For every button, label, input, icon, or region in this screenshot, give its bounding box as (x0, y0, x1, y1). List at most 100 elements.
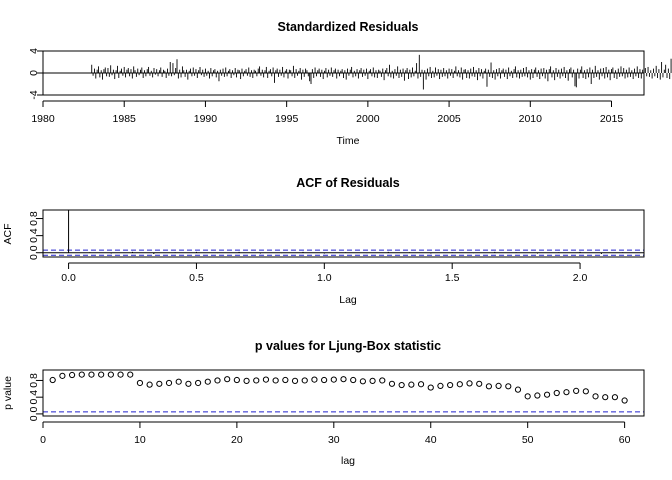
p-value-point (476, 380, 483, 387)
residual-bars (43, 54, 672, 90)
p-value-point (466, 380, 473, 387)
p-value-point (330, 376, 337, 383)
y-tick-label: 0.4 (28, 228, 40, 243)
p-value-point (447, 381, 454, 389)
p-value-point (136, 379, 144, 387)
p-value-point (204, 378, 211, 385)
p-value-point (408, 381, 415, 388)
ljung-box-y-label: p value (2, 376, 14, 410)
p-value-point (214, 377, 221, 384)
p-value-point (253, 377, 260, 384)
y-tick-label: 0.8 (28, 373, 40, 388)
p-value-point (88, 371, 95, 378)
p-value-point (175, 378, 182, 385)
p-value-point (582, 388, 589, 395)
p-value-point (563, 389, 570, 396)
y-tick-label: -4 (28, 90, 40, 99)
y-tick-label: 0.0 (28, 245, 40, 260)
p-value-point (321, 376, 328, 384)
x-tick-label: 20 (231, 434, 243, 446)
p-value-point (156, 380, 163, 387)
p-value-point (369, 377, 376, 384)
residuals-panel: Standardized Residuals 1980 1985 1990 1995 2… (28, 20, 672, 147)
x-tick-label: 1.0 (317, 272, 332, 284)
p-value-point (543, 391, 551, 398)
p-value-point (117, 371, 124, 378)
y-tick-label: 0.4 (28, 390, 40, 405)
p-value-point (262, 376, 270, 383)
x-tick-label: 1995 (275, 113, 299, 125)
y-tick-label: 4 (28, 48, 40, 54)
p-value-point (553, 389, 560, 397)
p-value-point (592, 393, 599, 400)
p-value-point (291, 377, 299, 384)
p-value-point (505, 383, 512, 390)
p-value-point (107, 371, 114, 378)
p-value-point (437, 382, 444, 389)
acf-panel: ACF of Residuals 0.0 0.5 1.0 1.5 2.0 0.00.40… (2, 176, 645, 306)
p-value-point (350, 376, 357, 384)
ljung-box-panel: p values for Ljung-Box statistic 0 10 20 30… (2, 339, 645, 467)
p-value-point (98, 371, 105, 378)
p-value-point (514, 386, 522, 393)
p-value-point (68, 371, 76, 379)
x-tick-label: 60 (619, 434, 631, 446)
ljung-box-plot-frame (42, 369, 645, 417)
residuals-title: Standardized Residuals (277, 20, 418, 34)
y-tick-label: 0.0 (28, 406, 40, 421)
x-tick-label: 30 (328, 434, 340, 446)
x-tick-label: 1985 (113, 113, 137, 125)
acf-plot-frame (42, 209, 645, 258)
p-value-point (621, 397, 628, 404)
p-value-point (359, 378, 366, 385)
ljung-box-y-axis: 0.00.4 0.8 (28, 373, 43, 421)
acf-y-label: ACF (2, 224, 14, 245)
p-value-point (194, 379, 202, 387)
p-value-point (485, 383, 493, 390)
ljung-box-x-axis: 0 10 20 30 40 50 60 (40, 421, 631, 446)
p-value-point (611, 394, 619, 401)
p-value-point (495, 382, 502, 389)
p-value-point (427, 384, 434, 391)
acf-title: ACF of Residuals (296, 176, 400, 190)
p-value-point (282, 376, 289, 384)
x-tick-label: 10 (134, 434, 146, 446)
p-value-point (59, 372, 66, 379)
residuals-plot-frame (42, 50, 645, 96)
acf-x-label: Lag (339, 294, 357, 306)
x-tick-label: 2015 (600, 113, 624, 125)
acf-y-axis: 0.0 0.4 0.8 (28, 211, 43, 260)
x-tick-label: 40 (425, 434, 437, 446)
p-value-point (524, 393, 531, 400)
p-value-point (417, 381, 425, 388)
acf-x-axis: 0.0 0.5 1.0 1.5 2.0 (61, 262, 588, 284)
x-tick-label: 2005 (437, 113, 461, 125)
x-tick-label: 0.5 (189, 272, 204, 284)
residuals-x-axis: 1980 1985 1990 1995 2000 2005 2010 2015 (31, 100, 624, 125)
x-tick-label: 0 (40, 434, 46, 446)
p-value-point (602, 394, 609, 401)
p-value-point (301, 377, 308, 384)
p-value-point (534, 392, 541, 399)
p-value-point (165, 379, 173, 387)
p-value-point (127, 371, 134, 378)
p-value-point (573, 387, 580, 395)
p-value-points (43, 371, 644, 413)
acf-bars (43, 210, 644, 256)
p-value-point (224, 376, 231, 383)
p-value-point (78, 371, 85, 378)
x-tick-label: 0.0 (61, 272, 76, 284)
residuals-x-label: Time (337, 135, 360, 147)
p-value-point (456, 381, 463, 388)
p-value-point (272, 377, 279, 384)
p-value-point (49, 376, 56, 384)
p-value-point (340, 376, 347, 383)
y-tick-label: 0.8 (28, 211, 40, 226)
x-tick-label: 2000 (356, 113, 380, 125)
x-tick-label: 1.5 (445, 272, 460, 284)
p-value-point (311, 376, 318, 383)
p-value-point (185, 380, 192, 387)
y-tick-label: 0 (28, 70, 40, 76)
p-value-point (233, 376, 240, 384)
